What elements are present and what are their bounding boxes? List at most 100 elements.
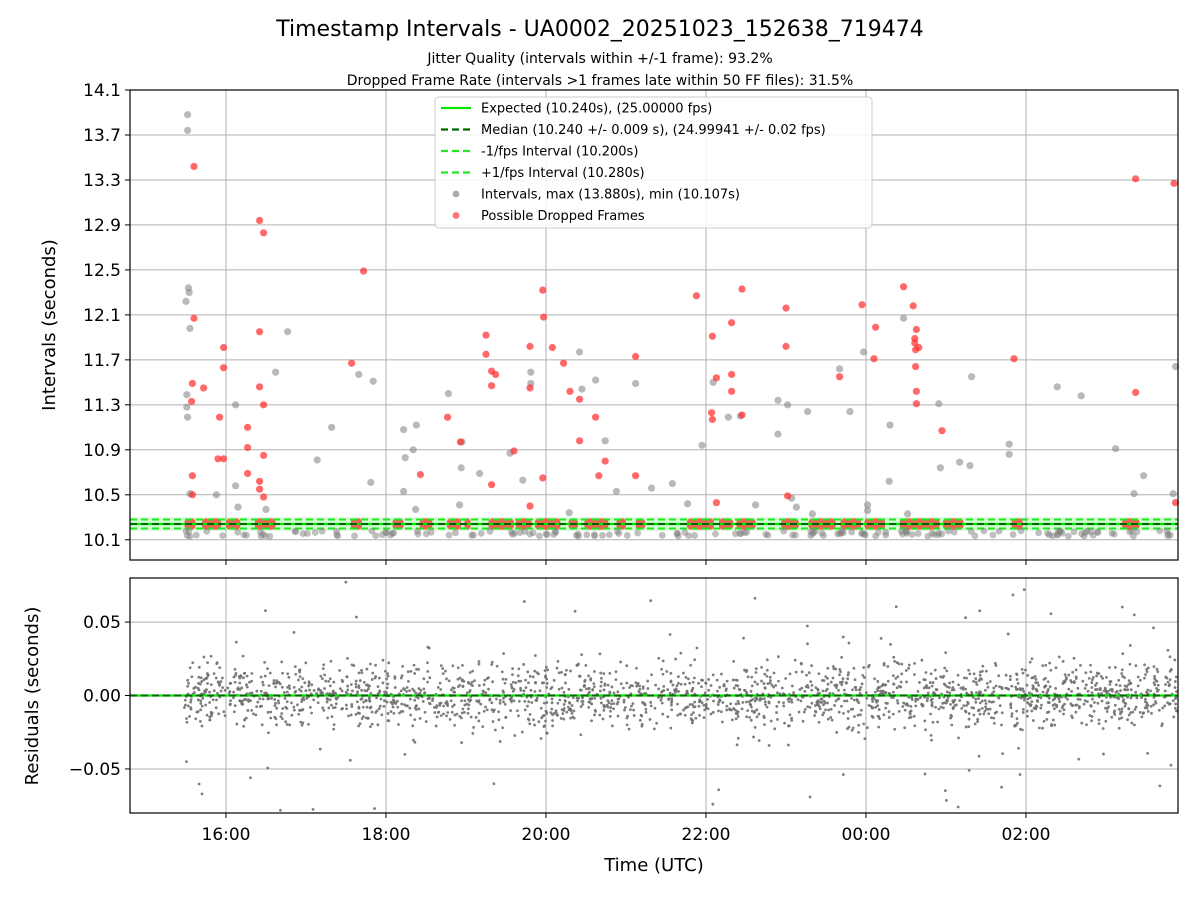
dropped-frame-point	[220, 343, 228, 352]
interval-point	[243, 531, 250, 539]
residual-point	[570, 704, 574, 707]
residual-point	[610, 724, 614, 728]
residual-point	[628, 708, 632, 712]
residual-point	[345, 703, 348, 707]
residual-point	[593, 713, 596, 717]
residual-point	[1124, 688, 1128, 692]
residual-point	[978, 701, 982, 705]
residual-point	[931, 681, 935, 684]
residual-point	[1016, 687, 1020, 691]
interval-point	[612, 487, 621, 496]
interval-point	[369, 377, 377, 385]
residual-point	[385, 700, 389, 704]
residual-point	[1078, 698, 1082, 701]
residual-point	[551, 713, 554, 717]
residual-point	[926, 696, 929, 700]
residual-point	[246, 709, 250, 712]
residual-point	[281, 671, 284, 675]
residual-point	[321, 706, 325, 710]
residual-point	[299, 689, 303, 693]
residual-point	[244, 698, 248, 702]
residual-point	[278, 808, 282, 812]
dropped-frame-point	[560, 359, 568, 367]
residual-point	[515, 709, 519, 713]
residual-point	[698, 713, 701, 717]
residual-point	[934, 705, 937, 709]
residual-point	[254, 713, 258, 717]
residual-point	[994, 664, 998, 667]
residual-point	[522, 600, 526, 603]
interval-point	[605, 531, 613, 539]
interval-point	[412, 421, 420, 429]
residual-point	[266, 710, 270, 714]
dropped-frame-point	[912, 346, 920, 354]
residual-point	[810, 664, 813, 668]
residual-point	[286, 685, 289, 689]
interval-point	[578, 385, 586, 393]
residual-point	[816, 688, 820, 692]
residual-point	[818, 691, 821, 695]
residual-point	[905, 680, 908, 684]
residual-point	[932, 691, 936, 694]
residual-point	[899, 685, 903, 689]
residual-point	[1161, 706, 1165, 710]
top-y-tick-label: 10.5	[83, 486, 121, 506]
residual-point	[389, 710, 393, 713]
residual-point	[914, 697, 918, 701]
residual-point	[1048, 685, 1052, 689]
residual-point	[261, 697, 265, 701]
residual-point	[365, 705, 369, 709]
residual-point	[904, 703, 908, 706]
residual-point	[753, 596, 757, 600]
residual-point	[1066, 697, 1069, 701]
residual-point	[368, 725, 372, 729]
residual-point	[697, 704, 701, 708]
residual-point	[350, 703, 354, 706]
interval-point	[318, 527, 326, 535]
residual-point	[1090, 691, 1094, 695]
residual-point	[765, 674, 769, 678]
residual-point	[827, 708, 831, 712]
residual-point	[920, 658, 924, 662]
residual-point	[1095, 681, 1099, 685]
residual-point	[461, 685, 465, 688]
dropped-frame-point	[444, 413, 452, 421]
residual-point	[358, 679, 362, 682]
dropped-frame-point	[539, 474, 547, 482]
residual-point	[1080, 721, 1084, 725]
residual-point	[1020, 667, 1024, 671]
residual-point	[1144, 697, 1147, 701]
residual-point	[315, 692, 319, 695]
residual-point	[1062, 708, 1066, 712]
residual-point	[1156, 683, 1160, 687]
residual-point	[399, 689, 403, 693]
residual-point	[735, 678, 739, 682]
residual-point	[874, 698, 878, 702]
residual-point	[360, 688, 364, 692]
residual-point	[418, 691, 422, 695]
residual-point	[1114, 690, 1118, 694]
residual-point	[977, 697, 980, 700]
residual-point	[842, 688, 846, 692]
residual-point	[211, 698, 215, 702]
residual-point	[1093, 684, 1097, 687]
residual-point	[702, 703, 706, 707]
residual-point	[1167, 702, 1171, 706]
residual-point	[606, 683, 610, 687]
residual-point	[743, 689, 747, 692]
residual-point	[625, 681, 629, 685]
residual-point	[792, 691, 796, 694]
residual-point	[1155, 686, 1158, 690]
top-y-tick-label: 10.9	[83, 441, 121, 461]
residual-point	[790, 700, 794, 704]
residual-point	[951, 680, 955, 684]
residual-point	[790, 718, 794, 722]
residual-point	[1058, 709, 1062, 713]
residual-point	[951, 686, 955, 689]
residual-point	[974, 677, 978, 681]
residual-point	[951, 707, 955, 710]
residual-point	[520, 730, 524, 734]
residual-point	[878, 717, 881, 721]
residual-point	[735, 743, 739, 747]
residual-point	[1077, 757, 1081, 761]
